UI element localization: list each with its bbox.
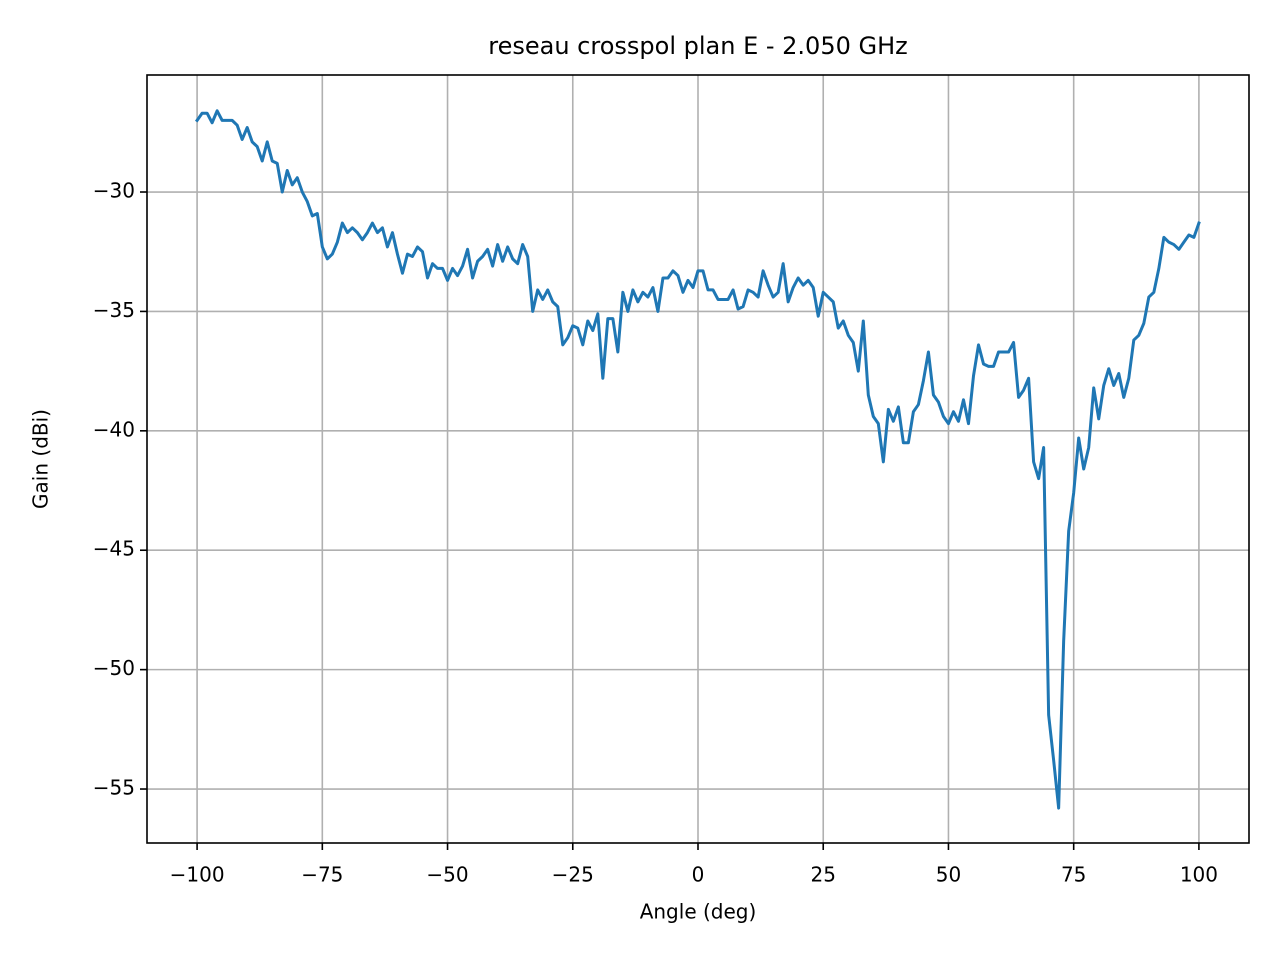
y-tick-label: −30 <box>93 179 135 203</box>
x-tick-label: 25 <box>811 863 836 887</box>
y-tick-label: −40 <box>93 417 135 441</box>
plot-frame <box>146 74 1250 844</box>
x-tick-label: 100 <box>1180 863 1218 887</box>
x-tick-label: −100 <box>170 863 225 887</box>
data-line <box>195 109 1201 810</box>
x-tick-label: 75 <box>1061 863 1086 887</box>
chart-title: reseau crosspol plan E - 2.050 GHz <box>488 32 907 60</box>
x-axis-label: Angle (deg) <box>640 900 757 924</box>
y-tick-label: −45 <box>93 537 135 561</box>
y-tick-label: −50 <box>93 656 135 680</box>
y-axis-label: Gain (dBi) <box>29 409 53 509</box>
x-tick-label: −50 <box>426 863 468 887</box>
x-tick-label: 50 <box>936 863 961 887</box>
y-tick-label: −35 <box>93 298 135 322</box>
x-tick-label: −25 <box>552 863 594 887</box>
y-tick-label: −55 <box>93 776 135 800</box>
x-tick-label: 0 <box>692 863 705 887</box>
x-tick-label: −75 <box>301 863 343 887</box>
